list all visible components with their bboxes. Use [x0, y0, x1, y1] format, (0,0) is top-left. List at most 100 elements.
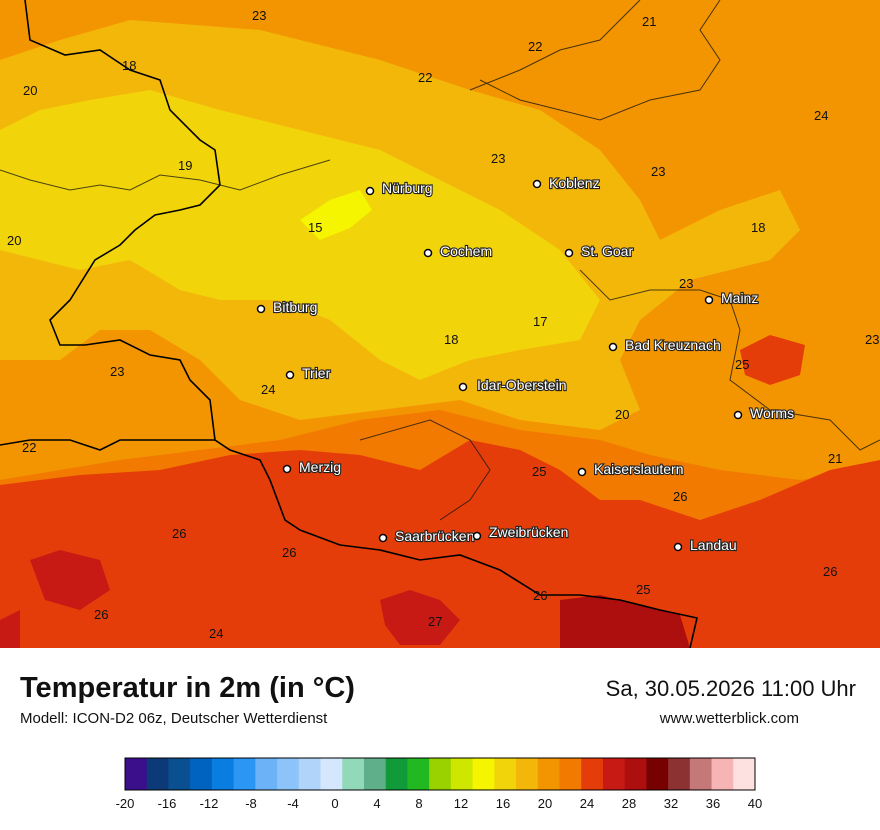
temp-label: 24: [261, 382, 275, 397]
color-legend: -20 -16 -12 -8 -4 0 4 8 12 16 20 24 28 32 36 40: [116, 757, 762, 811]
temp-label: 27: [428, 614, 442, 629]
legend-swatch: [646, 758, 669, 790]
temp-label: 15: [308, 220, 322, 235]
legend-swatch: [450, 758, 474, 790]
svg-text:Idar-Oberstein: Idar-Oberstein: [477, 377, 566, 393]
svg-text:St. Goar: St. Goar: [581, 243, 633, 259]
svg-text:Kaiserslautern: Kaiserslautern: [594, 461, 684, 477]
temp-label: 20: [23, 83, 37, 98]
legend-swatch: [385, 758, 408, 790]
svg-text:Nürburg: Nürburg: [382, 180, 433, 196]
temp-label: 24: [814, 108, 828, 123]
city-idar-oberstein: Idar-Oberstein: [458, 376, 568, 394]
legend-swatch: [624, 758, 647, 790]
city-st-goar: St. Goar: [564, 242, 635, 260]
legend-swatches: [125, 758, 756, 790]
legend-tick-label: -20: [116, 796, 135, 811]
svg-text:Koblenz: Koblenz: [549, 175, 600, 191]
temp-zone-24: [0, 440, 880, 648]
temp-label: 25: [636, 582, 650, 597]
temp-label: 26: [172, 526, 186, 541]
legend-tick-label: -4: [287, 796, 299, 811]
legend-swatch: [689, 758, 713, 790]
legend-tick-label: 24: [580, 796, 594, 811]
country-borders: [0, 0, 698, 648]
svg-text:Cochem: Cochem: [440, 243, 492, 259]
city-mainz: Mainz: [704, 289, 759, 307]
temp-zone-29: [560, 595, 690, 648]
city-markers: Nürburg Koblenz Cochem St. Goar Mainz Bi…: [256, 174, 795, 554]
legend-swatch: [581, 758, 604, 790]
legend-swatch: [233, 758, 256, 790]
temp-zone-18: [0, 90, 600, 380]
legend-swatch: [125, 758, 148, 790]
legend-tick-label: 32: [664, 796, 678, 811]
temp-label: 23: [679, 276, 693, 291]
temp-label: 26: [673, 489, 687, 504]
svg-text:Bad Kreuznach: Bad Kreuznach: [625, 337, 721, 353]
temp-label: 23: [491, 151, 505, 166]
website-link[interactable]: www.wetterblick.com: [659, 710, 799, 727]
temp-label: 26: [823, 564, 837, 579]
legend-swatch: [342, 758, 365, 790]
temp-label: 18: [751, 220, 765, 235]
svg-text:Bitburg: Bitburg: [273, 299, 317, 315]
legend-swatch: [407, 758, 430, 790]
state-borders: [0, 0, 880, 521]
temp-label: 22: [418, 70, 432, 85]
city-trier: Trier: [285, 364, 332, 382]
temp-label: 17: [533, 314, 547, 329]
model-source: Modell: ICON-D2 06z, Deutscher Wetterdie…: [20, 710, 328, 727]
legend-swatch: [602, 758, 626, 790]
city-bitburg: Bitburg: [256, 298, 318, 316]
city-bad-kreuznach: Bad Kreuznach: [608, 336, 722, 354]
legend-swatch: [668, 758, 691, 790]
city-zweibruecken: Zweibrücken: [472, 523, 569, 541]
legend-swatch: [559, 758, 582, 790]
temperature-labels: 23 21 22 18 22 20 24 19 23 23 20 15 18 2…: [7, 8, 879, 641]
legend-swatch: [733, 758, 756, 790]
legend-tick-label: 4: [373, 796, 380, 811]
temp-label: 26: [533, 588, 547, 603]
legend-tick-label: 12: [454, 796, 468, 811]
legend-tick-label: 0: [331, 796, 338, 811]
valid-datetime: Sa, 30.05.2026 11:00 Uhr: [605, 676, 856, 701]
city-nuerburg: Nürburg: [365, 179, 434, 197]
temp-zone-25-east: [740, 335, 805, 385]
legend-swatch: [711, 758, 734, 790]
city-landau: Landau: [673, 536, 738, 554]
city-cochem: Cochem: [423, 242, 493, 260]
temperature-map[interactable]: 23 21 22 18 22 20 24 19 23 23 20 15 18 2…: [0, 0, 880, 648]
temp-label: 18: [122, 58, 136, 73]
legend-swatch: [190, 758, 213, 790]
temp-label: 20: [7, 233, 21, 248]
svg-text:Zweibrücken: Zweibrücken: [489, 524, 568, 540]
legend-swatch: [211, 758, 235, 790]
legend-swatch: [255, 758, 278, 790]
legend-tick-label: 36: [706, 796, 720, 811]
legend-swatch: [472, 758, 495, 790]
temp-label: 19: [178, 158, 192, 173]
legend-tick-label: 8: [415, 796, 422, 811]
svg-text:Worms: Worms: [750, 405, 794, 421]
svg-text:Trier: Trier: [302, 365, 331, 381]
legend-tick-label: -16: [158, 796, 177, 811]
temp-label: 25: [532, 464, 546, 479]
city-koblenz: Koblenz: [532, 174, 601, 192]
temp-label: 22: [22, 440, 36, 455]
legend-tick-label: 40: [748, 796, 762, 811]
temp-label: 24: [209, 626, 223, 641]
temp-label: 18: [444, 332, 458, 347]
legend-swatch: [516, 758, 539, 790]
temp-label: 23: [651, 164, 665, 179]
legend-swatch: [277, 758, 300, 790]
legend-swatch: [494, 758, 517, 790]
legend-swatch: [537, 758, 560, 790]
temp-label: 20: [615, 407, 629, 422]
legend-swatch: [429, 758, 452, 790]
svg-text:Landau: Landau: [690, 537, 737, 553]
temp-label: 21: [828, 451, 842, 466]
temp-label: 26: [282, 545, 296, 560]
city-kaiserslautern: Kaiserslautern: [577, 460, 685, 478]
city-merzig: Merzig: [282, 458, 342, 476]
